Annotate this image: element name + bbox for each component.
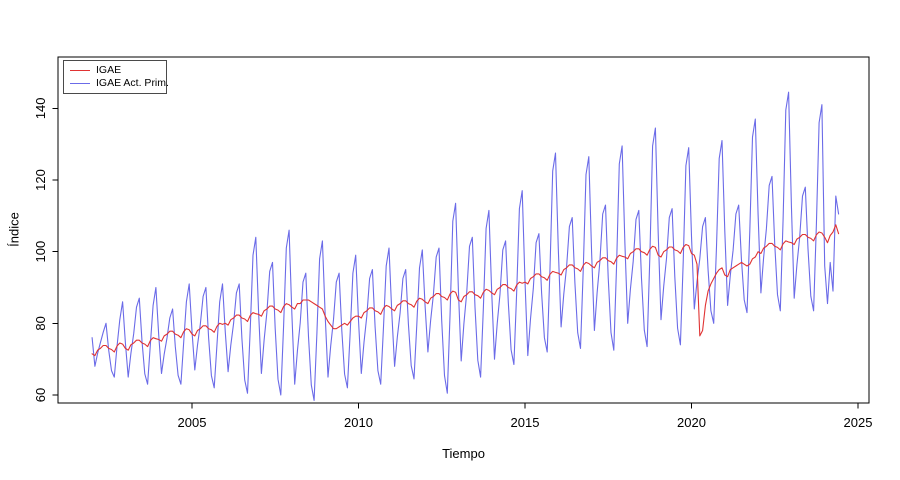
x-axis: 2005 2010 2015 2020 2025 xyxy=(178,403,873,430)
legend-item-igae-act-prim: IGAE Act. Prim. xyxy=(70,77,169,90)
x-tick-label: 2015 xyxy=(511,415,540,430)
legend-label-igae-act-prim: IGAE Act. Prim. xyxy=(96,77,169,89)
y-tick-label: 80 xyxy=(33,316,48,330)
x-tick-label: 2010 xyxy=(344,415,373,430)
series-line-igae-act-prim- xyxy=(91,91,840,401)
legend-label-igae: IGAE xyxy=(96,64,122,76)
y-axis: 60 80 100 120 140 xyxy=(33,97,58,402)
series-line-igae xyxy=(91,224,840,357)
plot-box xyxy=(57,56,870,404)
legend-line-sample-blue xyxy=(70,83,90,84)
legend-line-sample-red xyxy=(70,70,90,71)
x-tick-label: 2020 xyxy=(677,415,706,430)
legend-item-igae: IGAE xyxy=(70,64,164,77)
y-tick-label: 100 xyxy=(33,241,48,263)
x-tick-label: 2005 xyxy=(178,415,207,430)
y-tick-label: 120 xyxy=(33,169,48,191)
legend: IGAE IGAE Act. Prim. xyxy=(63,60,169,94)
y-tick-label: 60 xyxy=(33,388,48,402)
y-axis-label: Índice xyxy=(6,212,22,247)
x-tick-label: 2025 xyxy=(844,415,873,430)
y-tick-label: 140 xyxy=(33,97,48,119)
x-axis-label: Tiempo xyxy=(442,446,485,461)
